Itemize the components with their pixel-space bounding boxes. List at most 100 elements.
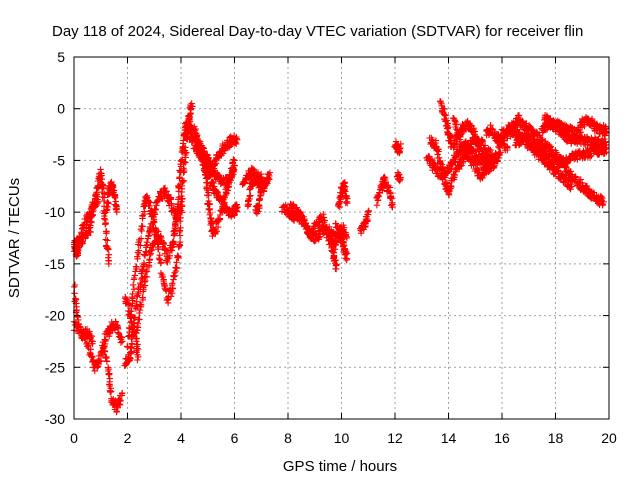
data-point-marker [194, 131, 201, 139]
data-point-marker [225, 180, 232, 188]
data-point-marker [134, 320, 142, 327]
data-point-marker [178, 202, 186, 209]
data-point-marker [101, 347, 108, 355]
x-tick-label: 10 [334, 430, 350, 446]
data-point-marker [341, 224, 348, 231]
data-point-marker [187, 118, 194, 125]
data-point-marker [109, 184, 117, 191]
x-tick-label: 20 [601, 430, 617, 446]
data-point-marker [71, 281, 79, 289]
data-point-marker [206, 205, 213, 212]
data-point-marker [319, 230, 327, 237]
data-point-marker [198, 155, 206, 162]
data-point-marker [320, 211, 327, 218]
data-point-marker [113, 408, 120, 415]
data-point-marker [448, 183, 455, 191]
x-tick-label: 8 [284, 430, 292, 446]
data-point-marker [134, 356, 141, 364]
data-point-marker [117, 339, 125, 346]
x-axis-label: GPS time / hours [283, 458, 397, 475]
y-tick-label: -25 [45, 359, 65, 375]
y-tick-label: -30 [45, 411, 65, 427]
data-point-marker [169, 284, 176, 292]
data-point-marker [478, 144, 485, 152]
data-point-marker [389, 203, 396, 211]
data-point-marker [178, 209, 186, 216]
data-point-marker [365, 208, 372, 216]
data-point-marker [114, 325, 122, 332]
data-point-marker [102, 336, 109, 343]
data-point-marker [252, 208, 260, 216]
data-point-marker [103, 354, 110, 362]
data-point-marker [445, 124, 452, 131]
data-point-marker [176, 183, 183, 191]
data-point-marker [435, 148, 442, 155]
x-tick-label: 18 [548, 430, 564, 446]
data-point-marker [263, 180, 271, 187]
data-point-marker [343, 255, 351, 262]
data-point-marker [115, 330, 122, 337]
data-point-marker [341, 245, 348, 252]
x-tick-label: 16 [494, 430, 510, 446]
data-point-marker [343, 198, 351, 205]
data-point-marker [497, 149, 504, 156]
data-point-marker [431, 160, 438, 167]
data-point-marker [139, 212, 146, 219]
data-point-marker [336, 203, 343, 211]
data-point-marker [289, 209, 296, 216]
data-point-marker [188, 100, 195, 107]
data-point-marker [107, 388, 114, 396]
data-point-marker [257, 170, 265, 178]
data-point-marker [246, 192, 254, 199]
data-point-marker [125, 333, 132, 340]
data-point-marker [335, 225, 343, 233]
data-point-marker [203, 185, 210, 192]
data-point-marker [179, 156, 186, 163]
data-point-marker [441, 172, 449, 179]
data-point-marker [195, 138, 203, 145]
data-point-marker [464, 146, 471, 154]
data-point-marker [234, 136, 241, 143]
data-point-marker [206, 172, 213, 180]
data-point-marker [86, 349, 94, 356]
data-point-marker [168, 247, 176, 254]
data-point-marker [104, 199, 111, 206]
data-point-marker [217, 180, 224, 188]
data-point-marker [141, 274, 148, 281]
data-point-marker [143, 249, 150, 256]
data-point-marker [138, 227, 145, 235]
data-point-marker [241, 179, 248, 186]
data-point-marker [127, 315, 134, 322]
data-point-marker [140, 286, 147, 293]
data-point-marker [202, 164, 209, 171]
data-point-marker [173, 214, 180, 221]
data-point-marker [228, 174, 235, 181]
data-point-marker [519, 118, 527, 126]
data-point-marker [88, 353, 95, 360]
data-point-marker [136, 316, 143, 323]
data-point-marker [335, 199, 343, 207]
data-point-marker [396, 149, 403, 156]
data-point-marker [166, 252, 173, 259]
data-point-marker [178, 148, 186, 155]
data-point-marker [113, 208, 120, 216]
data-point-marker [320, 214, 328, 221]
data-point-marker [104, 245, 112, 252]
data-point-marker [94, 198, 102, 205]
data-point-marker [143, 273, 151, 281]
data-point-marker [173, 265, 180, 272]
data-point-marker [135, 345, 142, 353]
data-point-marker [219, 196, 227, 203]
data-point-marker [127, 349, 134, 356]
data-point-marker [441, 105, 448, 113]
data-point-marker [447, 137, 455, 145]
data-point-marker [160, 240, 167, 247]
data-point-marker [382, 178, 390, 186]
data-point-marker [397, 175, 404, 183]
data-point-marker [160, 280, 168, 287]
y-tick-label: -10 [45, 204, 65, 220]
data-point-marker [105, 371, 113, 378]
data-point-marker [103, 230, 110, 237]
data-point-marker [381, 173, 388, 181]
